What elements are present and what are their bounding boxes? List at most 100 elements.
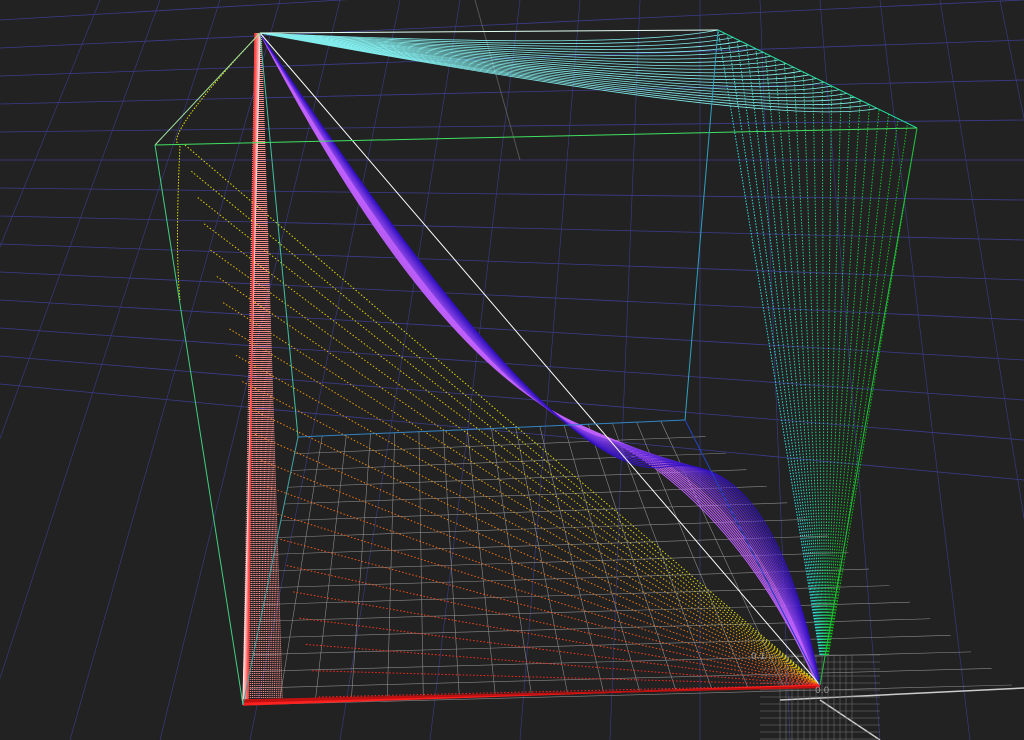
cube-edge — [154, 127, 918, 146]
white-cyan-curve — [259, 32, 870, 109]
origin-green-curve — [826, 113, 890, 656]
grid-line — [879, 0, 971, 740]
origin-green-curve — [717, 29, 821, 656]
origin-green-curve — [826, 109, 880, 656]
yellow-red-curve — [197, 197, 821, 686]
origin-green-curve — [825, 104, 871, 656]
yellow-red-curve — [184, 144, 821, 686]
white-blue-curve — [259, 32, 817, 681]
white-cyan-curve — [259, 32, 855, 102]
grid-line — [819, 0, 881, 740]
white-cyan-curve — [259, 32, 802, 77]
red-black-edge — [242, 686, 821, 701]
white-cyan-curve — [259, 32, 840, 95]
grid-line — [69, 0, 281, 740]
white-red-curve — [242, 32, 256, 706]
grid-line — [339, 0, 461, 740]
origin-green-curve — [774, 57, 823, 656]
origin-green-curve — [793, 67, 824, 656]
yellow-red-curve — [254, 433, 821, 686]
white-blue-curve — [259, 32, 820, 681]
white-blue-curve — [259, 32, 820, 681]
floor-grid-line — [350, 433, 371, 702]
origin-green-curve — [812, 76, 825, 656]
cube-edge — [717, 29, 918, 129]
grid-line — [0, 271, 1024, 321]
grid-line — [0, 39, 1024, 77]
grid-line — [0, 0, 161, 440]
white-blue-curve — [259, 32, 818, 681]
white-blue-curve — [259, 32, 817, 681]
white-cyan-curve — [259, 32, 825, 88]
yellow-red-curve — [280, 538, 821, 686]
white-cyan-curve — [259, 32, 863, 106]
yellow-red-curve — [242, 381, 821, 686]
floor-grid-line — [491, 428, 532, 696]
origin-green-curve — [802, 71, 825, 656]
cube-edge — [242, 436, 299, 706]
grid-line — [0, 355, 1024, 441]
white-cyan-curve — [259, 32, 756, 57]
origin-green-curve — [827, 123, 909, 656]
cube-edge — [819, 127, 918, 686]
floor-grid-line — [294, 436, 706, 455]
floor-grid-line — [418, 431, 424, 699]
grid-line — [0, 0, 221, 680]
floor-axis — [779, 687, 1024, 701]
floor-grid-line — [539, 426, 604, 693]
white-cyan-curve — [259, 32, 741, 50]
white-cyan-curve — [259, 32, 734, 47]
floor-grid-line — [287, 469, 747, 488]
origin-green-curve — [825, 99, 861, 656]
white-cyan-curve — [259, 32, 779, 67]
grid-line — [0, 215, 1024, 241]
grid-line — [0, 243, 1024, 281]
floor-grid-line — [467, 429, 496, 697]
yellow-red-curve — [216, 276, 821, 686]
white-blue-curve — [259, 32, 819, 681]
grid-line — [0, 0, 1024, 49]
white-blue-curve — [259, 32, 817, 681]
floor-grid-line — [314, 434, 347, 703]
white-cyan-curve — [259, 32, 726, 44]
cube-edge — [297, 419, 686, 438]
floor-grid-line — [253, 635, 951, 656]
floor-grid-line — [246, 668, 992, 689]
grid-line — [939, 0, 1024, 520]
white-blue-curve — [259, 32, 819, 681]
origin-green-curve — [821, 81, 825, 656]
white-cyan-curve — [259, 32, 787, 70]
grid-line — [0, 79, 1024, 105]
origin-green-curve — [827, 127, 918, 656]
cube-edge — [684, 29, 719, 421]
white-cyan-curve — [259, 32, 817, 84]
grid-line — [0, 299, 1024, 361]
grid-line — [999, 0, 1024, 120]
floor-grid-line — [515, 427, 568, 694]
grid-axis — [474, 0, 521, 161]
origin-green-curve — [825, 95, 852, 656]
floor-grid-line — [386, 432, 396, 701]
grid-line — [0, 187, 1024, 201]
cube-edge — [259, 29, 719, 34]
white-blue-curve — [259, 32, 818, 681]
floor-grid-line — [260, 601, 910, 622]
white-cyan-curve — [259, 32, 749, 54]
floor-grid-line — [442, 430, 460, 698]
grid-line — [0, 327, 1024, 401]
grid-line — [0, 0, 349, 21]
grid-line — [0, 383, 1024, 481]
origin-green-curve — [783, 62, 824, 656]
yellow-red-curve — [305, 643, 821, 686]
origin-green-curve — [827, 118, 899, 656]
white-cyan-curve — [259, 29, 719, 42]
yellow-curve — [176, 32, 261, 301]
grid-line — [249, 0, 401, 740]
origin-green-curve — [824, 85, 833, 656]
white-blue-curve — [259, 32, 820, 681]
white-cyan-curve — [259, 32, 878, 113]
origin-tick-label: 0.0 — [815, 686, 830, 696]
white-cyan-curve — [259, 32, 772, 63]
